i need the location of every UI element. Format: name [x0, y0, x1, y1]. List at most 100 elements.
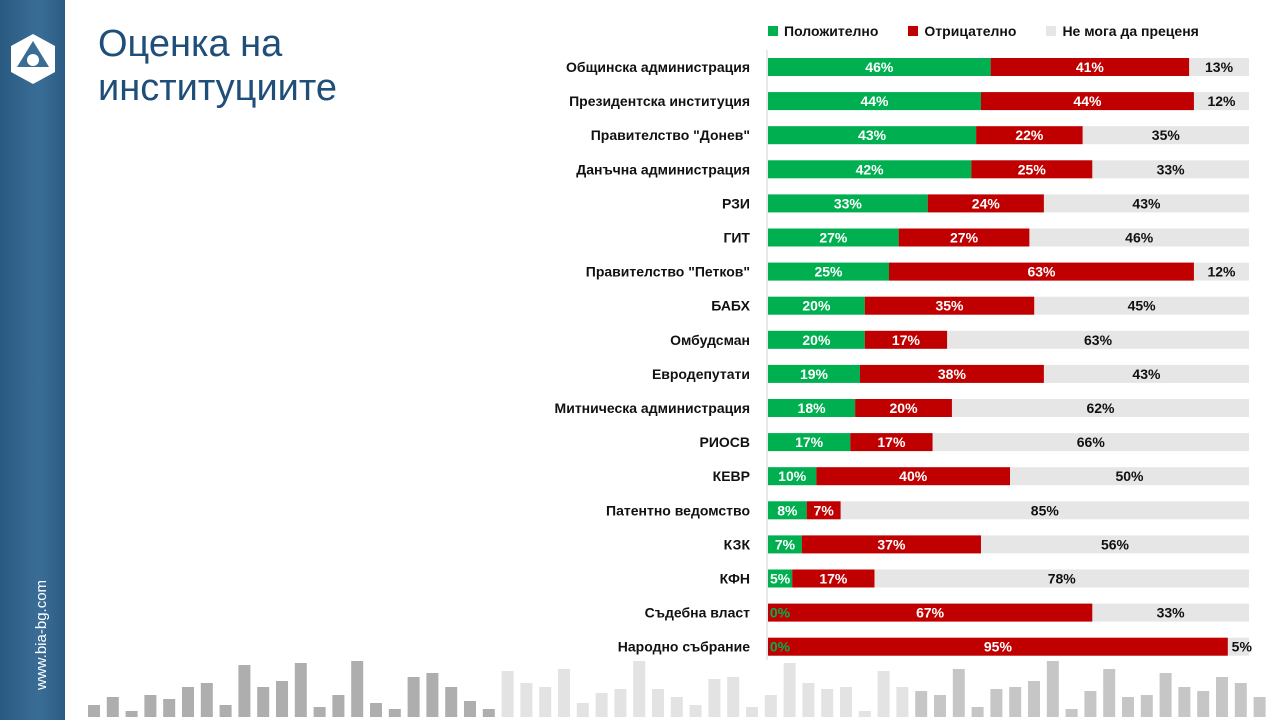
category-label: Президентска институция — [569, 93, 750, 109]
bar-positive — [768, 262, 889, 281]
data-label-positive: 44% — [860, 93, 889, 109]
decor-bar — [614, 689, 627, 717]
data-label-negative: 17% — [819, 571, 848, 587]
data-label-positive: 7% — [775, 536, 796, 552]
bar-positive — [768, 399, 856, 417]
decor-bar — [520, 683, 533, 717]
bar-negative — [976, 126, 1083, 145]
bar-unsure — [768, 569, 1249, 588]
bar-positive — [768, 569, 793, 588]
decorative-bars — [88, 661, 1266, 717]
decor-bar — [858, 711, 871, 717]
data-label-negative: 63% — [1027, 264, 1056, 280]
decor-bar — [426, 673, 439, 717]
decor-bar — [1046, 661, 1059, 717]
decor-bar — [1159, 673, 1172, 717]
bar-negative — [980, 92, 1194, 111]
decor-bar — [1103, 669, 1116, 717]
decor-bar — [163, 699, 176, 717]
data-label-negative: 35% — [935, 298, 964, 314]
bar-negative — [971, 160, 1093, 179]
logo-icon — [11, 34, 55, 84]
legend-label: Не мога да преценя — [1062, 23, 1199, 39]
data-label-unsure: 78% — [1048, 571, 1077, 587]
bar-positive — [768, 228, 899, 247]
category-label: Народно събрание — [618, 639, 750, 655]
decor-bar — [501, 671, 514, 717]
bar-positive — [768, 296, 865, 315]
data-label-negative: 67% — [916, 605, 945, 621]
data-label-positive: 5% — [770, 571, 791, 587]
data-label-positive: 25% — [814, 264, 843, 280]
decor-bar — [1009, 687, 1022, 717]
category-label: РИОСВ — [699, 434, 750, 450]
bar-negative — [859, 364, 1044, 383]
data-label-unsure: 33% — [1157, 161, 1186, 177]
bar-positive — [768, 467, 817, 486]
data-label-unsure: 45% — [1128, 298, 1157, 314]
data-label-negative: 38% — [938, 366, 967, 382]
bar-negative — [864, 296, 1035, 315]
decor-bar — [971, 707, 984, 717]
data-label-positive: 43% — [858, 127, 887, 143]
decor-bar — [840, 687, 852, 717]
bar-negative — [768, 603, 1093, 622]
decor-bar — [257, 687, 270, 717]
bar-positive — [768, 126, 977, 145]
data-label-positive: 8% — [777, 502, 798, 518]
bar-positive — [768, 535, 802, 554]
category-label: Съдебна власт — [645, 605, 750, 621]
data-label-positive: 18% — [798, 400, 827, 416]
decor-bar — [990, 689, 1003, 717]
bar-positive — [768, 160, 972, 179]
decor-bar — [689, 705, 702, 717]
decor-bar — [746, 707, 758, 717]
category-label: Евродепутати — [652, 366, 750, 382]
category-label: Общинска администрация — [566, 59, 750, 75]
category-label: Правителство "Петков" — [586, 264, 750, 280]
data-label-negative: 27% — [950, 230, 979, 246]
data-label-positive: 0% — [770, 639, 791, 655]
decor-bar — [1084, 691, 1097, 717]
bar-negative — [855, 399, 952, 417]
decor-bar — [915, 691, 928, 717]
decor-bar — [708, 679, 721, 717]
category-label: КЕВР — [713, 468, 750, 484]
decor-bar — [558, 669, 570, 717]
category-label: РЗИ — [722, 195, 750, 211]
data-label-unsure: 43% — [1132, 195, 1161, 211]
decor-bar — [106, 697, 119, 717]
data-label-positive: 46% — [865, 59, 894, 75]
data-label-negative: 24% — [972, 195, 1001, 211]
decor-bar — [407, 677, 420, 717]
decor-bar — [896, 687, 909, 717]
data-label-negative: 41% — [1076, 59, 1105, 75]
decor-bar — [670, 697, 683, 717]
bar-negative — [990, 58, 1190, 76]
data-label-unsure: 35% — [1152, 127, 1181, 143]
decor-bar — [1122, 697, 1134, 717]
category-label: КЗК — [724, 536, 751, 552]
decor-bar — [238, 665, 251, 717]
category-label: Омбудсман — [670, 332, 750, 348]
decor-bar — [1028, 681, 1040, 717]
decor-bar — [1197, 691, 1210, 717]
decor-bar — [539, 687, 552, 717]
decor-bar — [652, 689, 664, 717]
bar-negative — [768, 637, 1228, 656]
data-label-negative: 17% — [877, 434, 906, 450]
decor-bar — [1178, 687, 1191, 717]
category-label: ГИТ — [723, 230, 750, 246]
bar-negative — [889, 262, 1194, 281]
decor-bar — [595, 693, 608, 717]
bar-positive — [768, 433, 851, 452]
bar-unsure — [768, 501, 1249, 520]
bar-positive — [768, 92, 981, 111]
data-label-negative: 37% — [877, 536, 906, 552]
data-label-unsure: 50% — [1115, 468, 1144, 484]
data-label-unsure: 66% — [1077, 434, 1106, 450]
sidebar: www.bia-bg.com — [0, 0, 65, 720]
decor-bar — [219, 705, 232, 717]
bar-negative — [801, 535, 981, 554]
